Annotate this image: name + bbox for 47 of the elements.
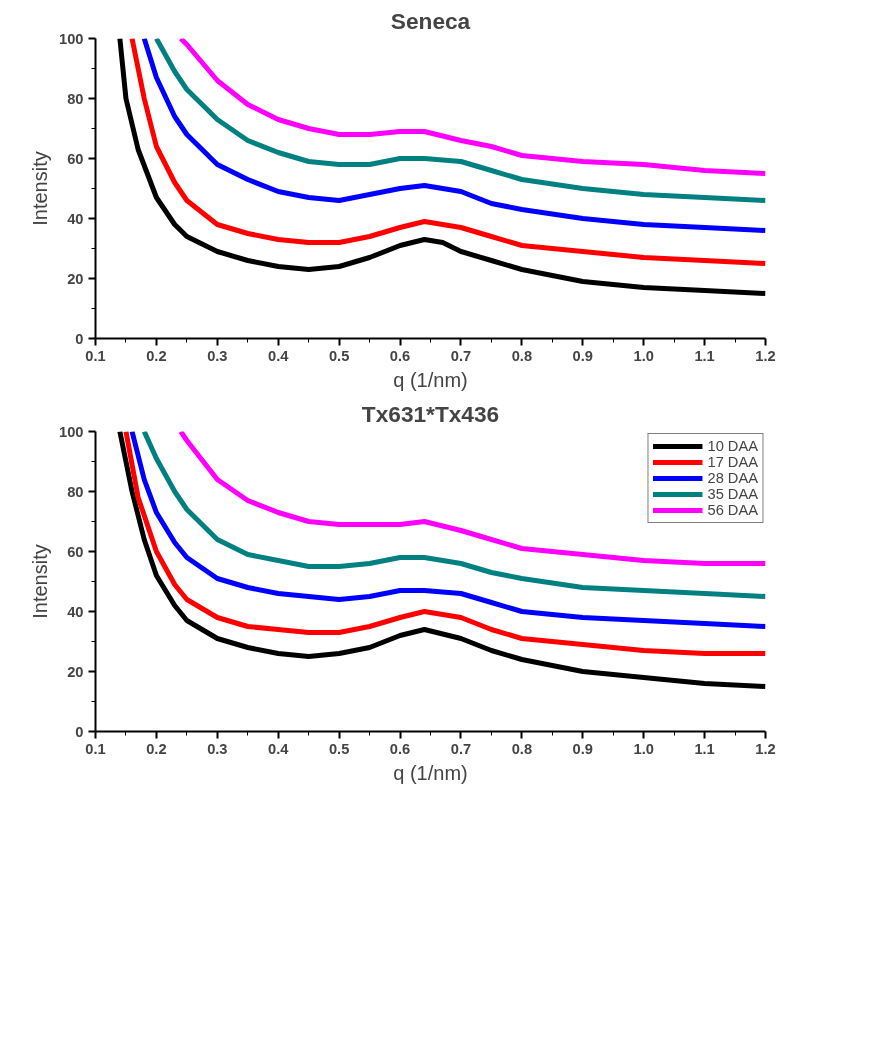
chart-title: Tx631*Tx436 xyxy=(361,400,500,427)
x-tick-label: 1.2 xyxy=(755,740,776,757)
legend-label: 17 DAA xyxy=(707,454,758,470)
x-tick-label: 0.9 xyxy=(572,347,593,364)
x-tick-label: 0.1 xyxy=(85,347,106,364)
x-tick-label: 1.1 xyxy=(694,347,715,364)
x-tick-label: 1.0 xyxy=(633,347,654,364)
x-tick-label: 0.6 xyxy=(389,740,411,757)
x-tick-label: 0.7 xyxy=(450,740,472,757)
y-axis-title: Intensity xyxy=(29,544,52,619)
x-tick-label: 0.2 xyxy=(146,740,167,757)
x-tick-label: 0.5 xyxy=(328,740,350,757)
y-tick-label: 20 xyxy=(67,663,84,680)
x-tick-label: 0.4 xyxy=(268,347,290,364)
y-tick-label: 40 xyxy=(67,210,84,227)
y-tick-label: 80 xyxy=(67,483,84,500)
legend-label: 56 DAA xyxy=(707,502,758,518)
legend-label: 10 DAA xyxy=(707,438,758,454)
y-tick-label: 100 xyxy=(59,423,84,440)
x-tick-label: 0.8 xyxy=(511,347,533,364)
x-tick-label: 0.5 xyxy=(328,347,350,364)
y-tick-label: 0 xyxy=(75,330,84,347)
y-tick-label: 60 xyxy=(67,543,84,560)
x-tick-label: 0.4 xyxy=(268,740,290,757)
x-tick-label: 0.1 xyxy=(85,740,106,757)
x-tick-label: 1.2 xyxy=(755,347,776,364)
y-tick-label: 40 xyxy=(67,603,84,620)
y-tick-label: 20 xyxy=(67,270,84,287)
y-tick-label: 0 xyxy=(75,723,84,740)
x-tick-label: 0.9 xyxy=(572,740,593,757)
x-tick-label: 0.8 xyxy=(511,740,533,757)
x-tick-label: 0.6 xyxy=(389,347,411,364)
x-axis-title: q (1/nm) xyxy=(393,368,468,391)
y-tick-label: 100 xyxy=(59,30,84,47)
y-tick-label: 60 xyxy=(67,150,84,167)
legend-label: 35 DAA xyxy=(707,486,758,502)
x-tick-label: 0.2 xyxy=(146,347,167,364)
x-tick-label: 1.0 xyxy=(633,740,654,757)
chart-title: Seneca xyxy=(390,7,471,34)
x-tick-label: 1.1 xyxy=(694,740,715,757)
x-tick-label: 0.3 xyxy=(207,740,228,757)
x-tick-label: 0.7 xyxy=(450,347,472,364)
y-axis-title: Intensity xyxy=(29,151,52,226)
x-axis-title: q (1/nm) xyxy=(393,761,468,784)
legend-label: 28 DAA xyxy=(707,470,758,486)
y-tick-label: 80 xyxy=(67,90,84,107)
x-tick-label: 0.3 xyxy=(207,347,228,364)
